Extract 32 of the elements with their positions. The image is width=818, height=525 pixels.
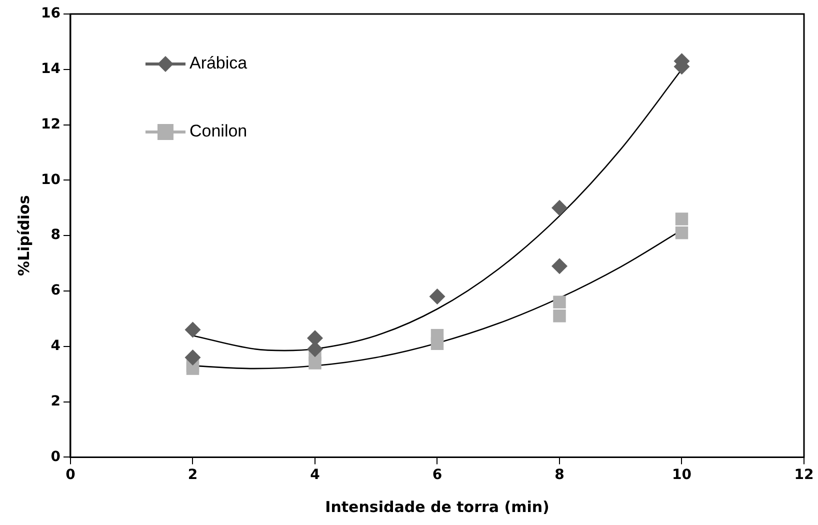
y-tick-label: 2 bbox=[50, 393, 60, 410]
point bbox=[184, 349, 201, 366]
point bbox=[308, 356, 322, 370]
point bbox=[675, 226, 688, 240]
y-tick-label: 14 bbox=[41, 61, 61, 78]
point bbox=[184, 322, 201, 338]
point bbox=[186, 362, 200, 375]
point bbox=[675, 212, 688, 226]
point bbox=[553, 310, 566, 322]
y-tick-label: 8 bbox=[50, 227, 60, 244]
point bbox=[429, 288, 446, 305]
legend-label: Conilon bbox=[189, 122, 248, 141]
y-tick-label: 0 bbox=[50, 448, 61, 465]
x-axis-title: Intensidade de torra (min) bbox=[325, 498, 550, 516]
y-tick-label: 4 bbox=[50, 338, 61, 354]
x-tick-label: 4 bbox=[310, 467, 320, 484]
point bbox=[553, 296, 566, 308]
point bbox=[551, 200, 568, 216]
y-tick-label: 10 bbox=[41, 172, 61, 188]
legend-label: Arábica bbox=[189, 54, 248, 73]
y-tick-label: 12 bbox=[41, 116, 60, 132]
point bbox=[551, 258, 568, 274]
point bbox=[430, 337, 444, 350]
x-tick-label: 6 bbox=[432, 467, 442, 484]
y-tick-label: 16 bbox=[41, 6, 60, 22]
x-tick-label: 10 bbox=[672, 467, 692, 484]
x-tick-label: 8 bbox=[554, 467, 564, 484]
x-tick-label: 12 bbox=[794, 467, 814, 484]
y-tick-label: 6 bbox=[50, 282, 60, 299]
x-tick-label: 0 bbox=[66, 467, 76, 484]
x-tick-label: 2 bbox=[188, 467, 198, 484]
y-axis-title: %Lipídios bbox=[14, 195, 33, 276]
